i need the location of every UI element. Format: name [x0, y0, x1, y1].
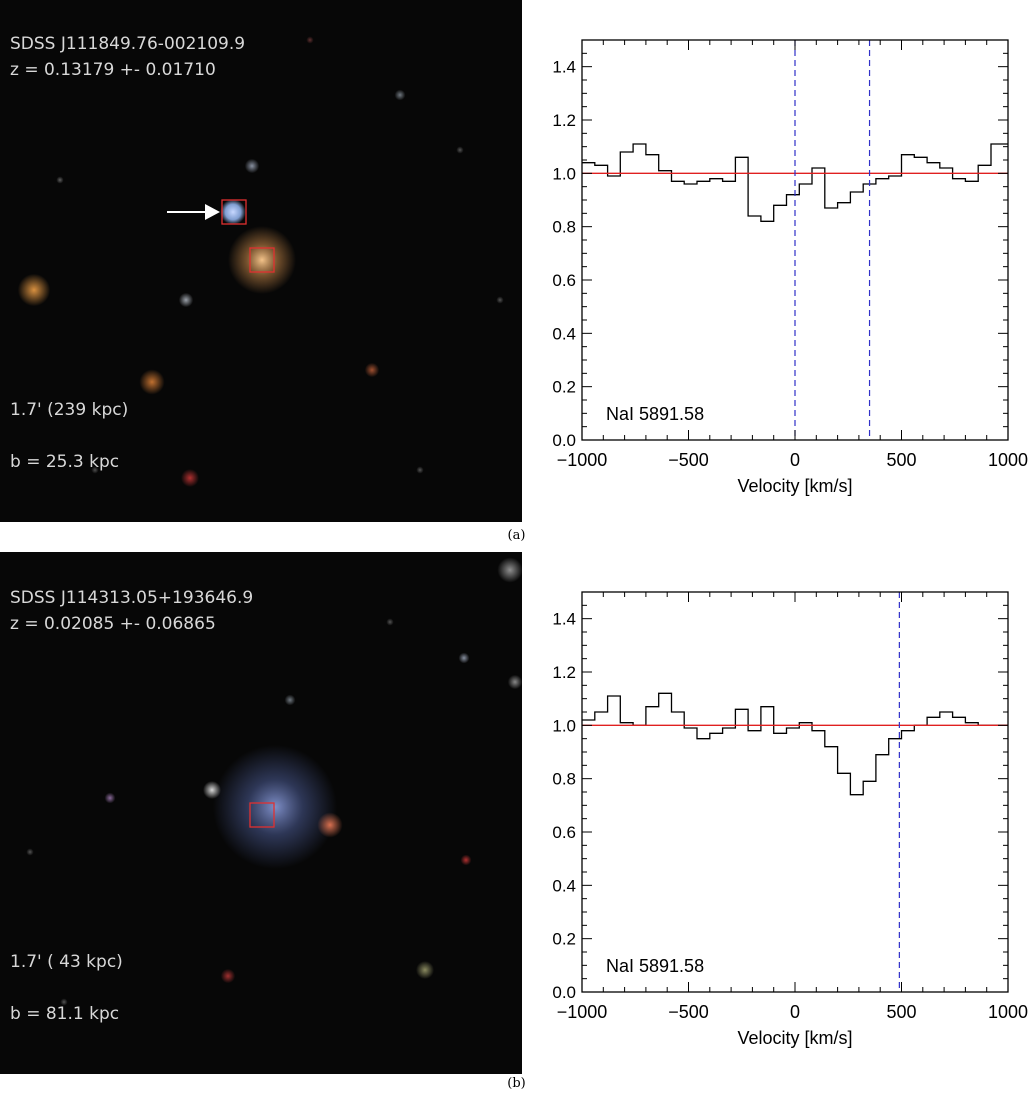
- selection-box: [249, 247, 275, 273]
- field-star: [91, 466, 99, 474]
- y-tick-label: 0.0: [552, 431, 576, 450]
- background-qso: [220, 199, 246, 225]
- sky-image: SDSS J114313.05+193646.9 z = 0.02085 +- …: [0, 552, 522, 1074]
- y-tick-label: 0.8: [552, 770, 576, 789]
- field-star: [456, 146, 464, 154]
- field-star: [496, 296, 504, 304]
- y-tick-label: 0.6: [552, 271, 576, 290]
- field-star: [104, 792, 116, 804]
- y-tick-label: 0.0: [552, 983, 576, 1002]
- field-star: [507, 674, 522, 690]
- impact-parameter-label: b = 25.3 kpc: [10, 452, 120, 472]
- y-tick-label: 0.6: [552, 823, 576, 842]
- plot-frame: [581, 591, 1009, 993]
- y-tick-label: 1.0: [552, 716, 576, 735]
- arrow-head-icon: [205, 204, 220, 220]
- x-tick-label: −500: [668, 450, 709, 470]
- object-name: SDSS J114313.05+193646.9: [10, 588, 254, 608]
- impact-parameter-label: b = 81.1 kpc: [10, 1004, 120, 1024]
- field-star: [306, 36, 314, 44]
- target-galaxy: [228, 226, 296, 294]
- field-star: [458, 652, 470, 664]
- x-axis-title: Velocity [km/s]: [737, 1028, 852, 1048]
- sky-image: SDSS J111849.76-002109.9 z = 0.13179 +- …: [0, 0, 522, 522]
- field-star: [60, 998, 68, 1006]
- line-identification-label: NaI 5891.58: [606, 956, 704, 976]
- y-tick-label: 0.2: [552, 930, 576, 949]
- panel-caption: (a): [507, 528, 526, 543]
- panel-caption: (b): [507, 1076, 526, 1091]
- field-star: [460, 854, 472, 866]
- x-tick-label: −1000: [557, 450, 608, 470]
- redshift-label: z = 0.02085 +- 0.06865: [10, 614, 216, 634]
- selection-box: [221, 199, 247, 225]
- x-tick-label: 0: [790, 450, 800, 470]
- y-tick-label: 1.2: [552, 663, 576, 682]
- object-name: SDSS J111849.76-002109.9: [10, 34, 246, 54]
- star-field: [26, 557, 522, 1006]
- x-tick-label: −500: [668, 1002, 709, 1022]
- target-galaxy: [213, 745, 337, 869]
- star-field: [17, 36, 504, 487]
- scale-label: 1.7' (239 kpc): [10, 400, 129, 420]
- field-star: [220, 968, 236, 984]
- line-identification-label: NaI 5891.58: [606, 404, 704, 424]
- x-axis-title: Velocity [km/s]: [737, 476, 852, 496]
- field-star: [416, 466, 424, 474]
- y-tick-label: 0.4: [552, 324, 576, 343]
- spectrum-line: [582, 692, 1008, 796]
- field-star: [178, 292, 194, 308]
- field-star: [244, 158, 260, 174]
- figure-panel-a: SDSS J111849.76-002109.9 z = 0.13179 +- …: [0, 0, 1028, 543]
- field-star: [394, 89, 406, 101]
- field-star: [497, 557, 522, 583]
- figure-panel-b: SDSS J114313.05+193646.9 z = 0.02085 +- …: [0, 552, 1033, 1100]
- y-tick-label: 0.2: [552, 378, 576, 397]
- selection-box: [249, 802, 275, 828]
- field-star: [284, 694, 296, 706]
- scale-label: 1.7' ( 43 kpc): [10, 952, 123, 972]
- spectrum-line: [582, 143, 1008, 222]
- field-star: [56, 176, 64, 184]
- x-tick-label: 500: [886, 450, 916, 470]
- field-star: [386, 618, 394, 626]
- x-tick-label: 1000: [988, 450, 1028, 470]
- spectrum-plot: −1000 −500 0 500 1000 0.0 0.2 0.4 0.6 0.8 1.0 1.2 1.…: [552, 39, 1028, 496]
- x-tick-label: 0: [790, 1002, 800, 1022]
- y-tick-label: 1.0: [552, 164, 576, 183]
- y-tick-label: 1.4: [552, 58, 576, 77]
- field-star: [416, 961, 434, 979]
- y-tick-label: 0.4: [552, 876, 576, 895]
- field-star: [139, 369, 165, 395]
- field-star: [364, 362, 380, 378]
- field-star: [181, 469, 199, 487]
- field-star: [26, 848, 34, 856]
- y-tick-label: 0.8: [552, 218, 576, 237]
- field-star: [317, 812, 343, 838]
- y-tick-label: 1.2: [552, 111, 576, 130]
- x-tick-label: 500: [886, 1002, 916, 1022]
- spectrum-plot: −1000 −500 0 500 1000 0.0 0.2 0.4 0.6 0.8 1.0 1.2 1.…: [552, 591, 1028, 1048]
- redshift-label: z = 0.13179 +- 0.01710: [10, 60, 216, 80]
- x-tick-label: 1000: [988, 1002, 1028, 1022]
- field-star: [17, 273, 51, 307]
- y-tick-label: 1.4: [552, 610, 576, 629]
- x-tick-label: −1000: [557, 1002, 608, 1022]
- field-star: [203, 781, 221, 799]
